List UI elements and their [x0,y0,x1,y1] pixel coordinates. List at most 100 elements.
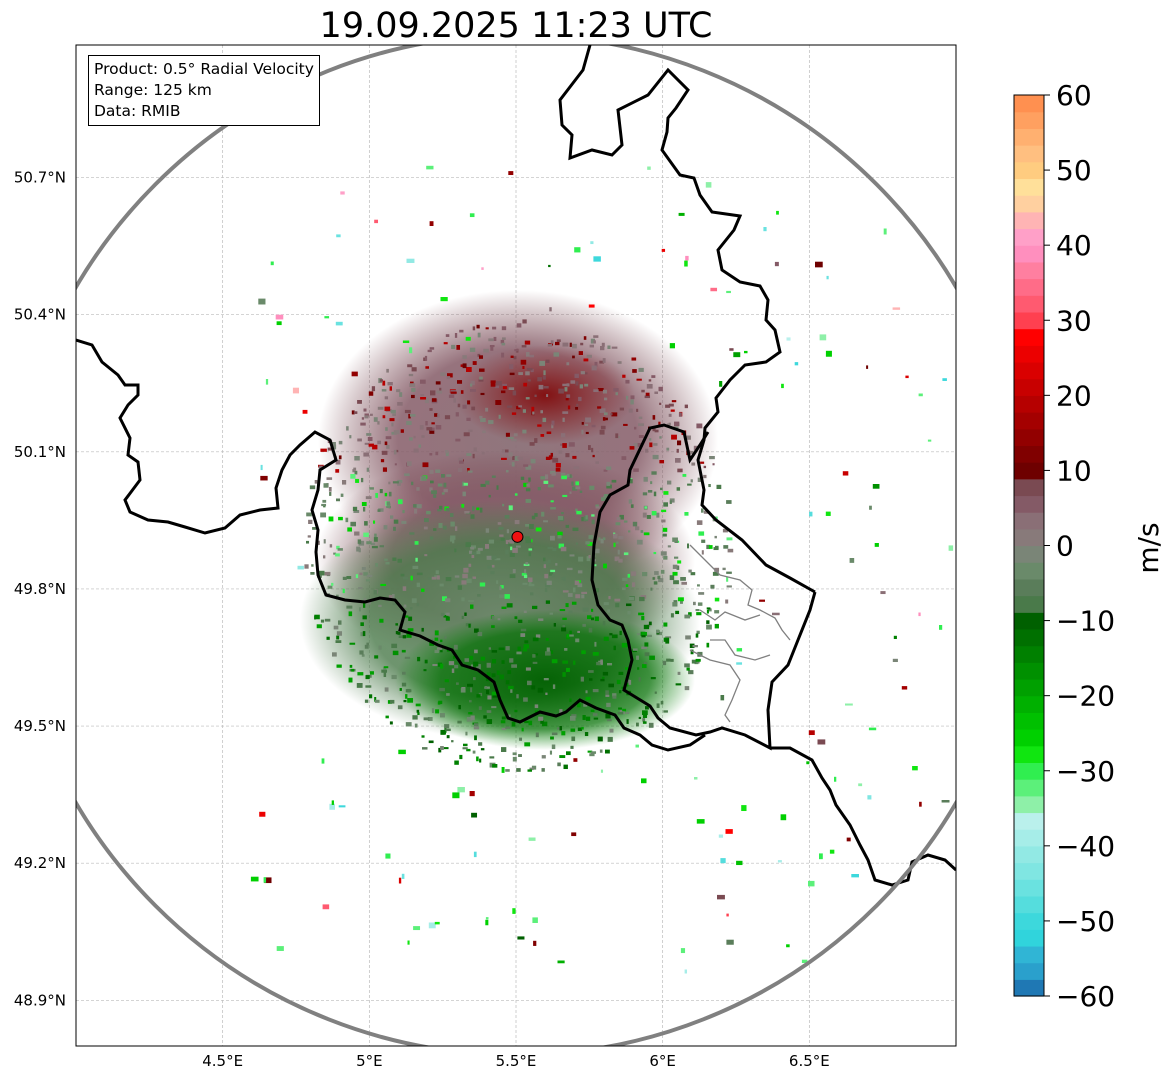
echo-pixel [594,548,600,554]
echo-pixel [534,438,538,443]
echo-pixel [632,369,637,373]
echo-pixel [570,380,576,384]
echo-pixel [651,375,656,378]
echo-pixel [577,630,580,633]
echo-pixel [480,418,486,423]
echo-pixel [491,706,497,709]
echo-pixel [490,571,495,575]
echo-pixel [534,710,539,714]
echo-pixel [571,714,577,718]
echo-pixel [542,386,549,389]
echo-pixel [443,488,448,493]
colorbar-swatch [1014,645,1044,663]
echo-pixel [663,491,669,495]
product-label: Product: 0.5° Radial Velocity [94,60,314,78]
echo-pixel [502,386,507,390]
echo-pixel [551,423,554,429]
echo-pixel [499,534,504,537]
lat-tick-label: 50.4°N [14,306,66,324]
echo-pixel [647,634,652,638]
echo-pixel [701,539,706,543]
echo-pixel [452,792,460,799]
echo-pixel [389,418,395,422]
echo-pixel [545,474,549,480]
echo-pixel [429,347,435,350]
echo-pixel [395,449,399,453]
echo-pixel [347,527,352,532]
echo-pixel [484,686,487,689]
echo-pixel [570,728,576,732]
echo-pixel [681,581,687,585]
echo-pixel [456,682,459,685]
echo-pixel [548,572,554,576]
radar-site-marker[interactable] [511,530,524,543]
echo-pixel [490,380,496,383]
echo-pixel [661,519,666,523]
echo-pixel [425,366,430,369]
echo-pixel [354,456,360,461]
colorbar-swatch [1014,345,1044,363]
echo-pixel [642,664,647,668]
echo-pixel [399,392,403,397]
echo-pixel [452,538,455,544]
echo-pixel [508,714,511,718]
echo-pixel [429,453,433,456]
echo-pixel [436,647,442,650]
echo-pixel [470,715,475,721]
echo-pixel [708,545,713,549]
echo-pixel [640,595,647,599]
echo-pixel [524,720,530,724]
echo-pixel [641,635,646,638]
echo-pixel [591,608,594,612]
echo-pixel [625,711,630,715]
echo-pixel [618,671,624,675]
echo-pixel [440,746,444,750]
echo-pixel [525,538,532,544]
echo-pixel [729,348,734,351]
echo-pixel [588,670,594,673]
echo-pixel [407,698,414,703]
echo-pixel [636,655,640,660]
echo-pixel [436,575,440,580]
echo-pixel [919,801,922,807]
echo-pixel [543,561,549,566]
colorbar-swatch [1014,779,1044,797]
echo-pixel [457,720,462,724]
echo-pixel [579,384,584,389]
echo-pixel [459,754,463,760]
echo-pixel [363,603,366,608]
echo-pixel [470,383,473,387]
echo-pixel [397,705,403,710]
echo-pixel [571,601,577,605]
echo-pixel [606,718,612,722]
colorbar-swatch [1014,745,1044,764]
echo-pixel [434,921,440,925]
echo-pixel [942,378,947,381]
echo-pixel [322,499,327,503]
echo-pixel [611,346,618,349]
echo-pixel [939,625,943,630]
echo-pixel [415,557,418,562]
echo-pixel [365,685,372,688]
echo-pixel [584,423,589,426]
echo-pixel [470,380,475,386]
echo-pixel [638,416,643,419]
echo-pixel [677,597,684,602]
echo-pixel [558,388,564,394]
echo-pixel [566,667,570,672]
echo-pixel [498,414,501,419]
echo-pixel [335,459,341,465]
echo-pixel [571,832,577,837]
echo-pixel [487,565,492,569]
colorbar-swatch [1014,428,1044,446]
lat-tick-label: 49.8°N [14,580,66,598]
echo-pixel [381,586,387,590]
echo-pixel [501,728,507,731]
echo-pixel [546,394,549,398]
echo-pixel [733,352,741,358]
echo-pixel [338,440,343,445]
echo-pixel [592,689,599,693]
echo-pixel [365,675,370,680]
echo-pixel [525,465,532,470]
echo-pixel [364,699,369,703]
